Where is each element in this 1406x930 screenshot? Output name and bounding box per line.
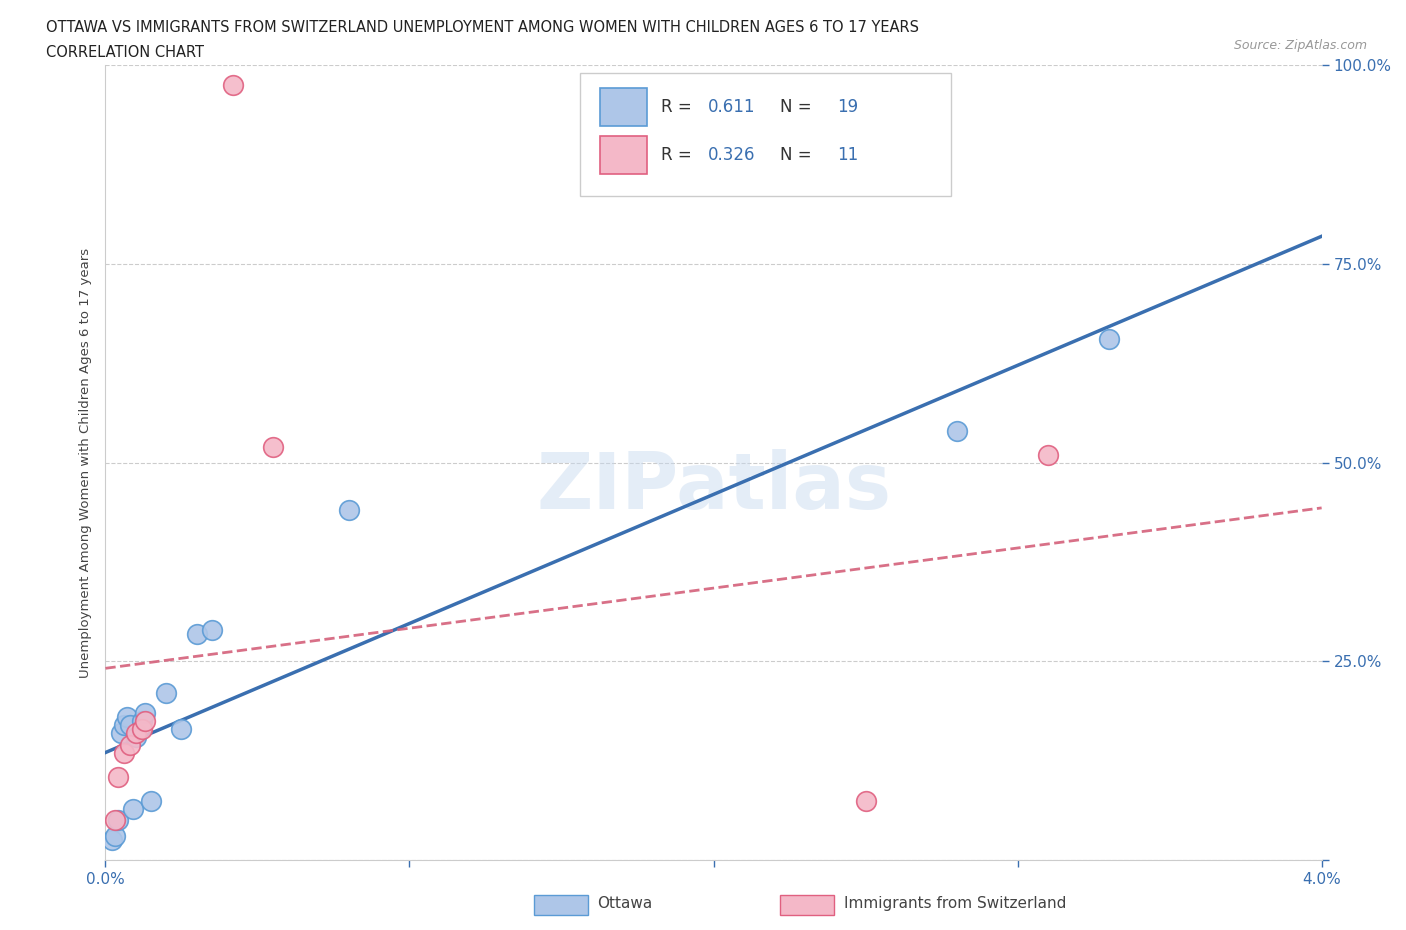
- Point: [125, 729, 148, 744]
- FancyBboxPatch shape: [579, 73, 950, 196]
- Text: N =: N =: [780, 146, 817, 164]
- Point: [103, 829, 125, 844]
- Point: [134, 713, 156, 728]
- FancyBboxPatch shape: [600, 136, 647, 174]
- Point: [170, 722, 193, 737]
- Point: [110, 725, 132, 740]
- Point: [1098, 332, 1121, 347]
- Text: 11: 11: [838, 146, 859, 164]
- Point: [107, 813, 129, 828]
- Point: [337, 503, 360, 518]
- Text: 0.611: 0.611: [707, 99, 755, 116]
- Point: [262, 439, 284, 454]
- FancyBboxPatch shape: [600, 88, 647, 126]
- Text: ZIPatlas: ZIPatlas: [536, 448, 891, 525]
- Point: [121, 801, 143, 816]
- Point: [222, 77, 245, 92]
- Text: R =: R =: [661, 99, 697, 116]
- Text: N =: N =: [780, 99, 817, 116]
- Point: [118, 737, 141, 752]
- Point: [118, 718, 141, 733]
- Point: [155, 685, 177, 700]
- Text: CORRELATION CHART: CORRELATION CHART: [46, 45, 204, 60]
- Text: 0.326: 0.326: [707, 146, 755, 164]
- Point: [1036, 447, 1059, 462]
- Text: OTTAWA VS IMMIGRANTS FROM SWITZERLAND UNEMPLOYMENT AMONG WOMEN WITH CHILDREN AGE: OTTAWA VS IMMIGRANTS FROM SWITZERLAND UN…: [46, 20, 920, 35]
- Point: [131, 713, 153, 728]
- Point: [201, 622, 224, 637]
- Point: [131, 722, 153, 737]
- Point: [855, 793, 877, 808]
- Point: [112, 718, 135, 733]
- Text: R =: R =: [661, 146, 697, 164]
- Point: [100, 833, 122, 848]
- Point: [139, 793, 162, 808]
- Text: 19: 19: [838, 99, 859, 116]
- Text: Source: ZipAtlas.com: Source: ZipAtlas.com: [1233, 39, 1367, 52]
- Y-axis label: Unemployment Among Women with Children Ages 6 to 17 years: Unemployment Among Women with Children A…: [79, 247, 91, 678]
- Text: Immigrants from Switzerland: Immigrants from Switzerland: [844, 897, 1066, 911]
- Point: [134, 706, 156, 721]
- Point: [945, 423, 967, 438]
- Point: [125, 725, 148, 740]
- Point: [103, 813, 125, 828]
- Text: Ottawa: Ottawa: [598, 897, 652, 911]
- Point: [115, 710, 138, 724]
- Point: [107, 769, 129, 784]
- Point: [112, 746, 135, 761]
- Point: [186, 626, 208, 641]
